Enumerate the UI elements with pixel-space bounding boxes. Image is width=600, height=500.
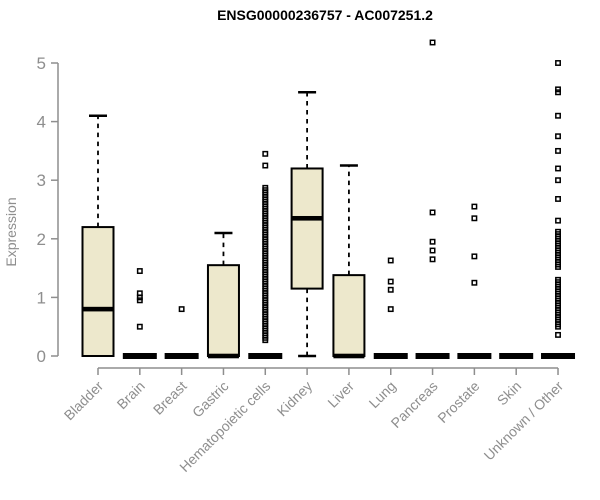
outlier-point — [555, 147, 561, 154]
x-category-label: Skin — [494, 378, 525, 409]
outlier-point — [555, 263, 561, 270]
y-tick-label: 2 — [37, 230, 46, 249]
outlier-point — [387, 306, 394, 313]
y-axis-title: Expression — [3, 197, 19, 266]
outlier-point — [555, 89, 561, 96]
outlier-point — [555, 133, 561, 140]
box-group-kidney — [290, 91, 324, 358]
outlier-point — [387, 257, 394, 264]
x-category-label: Unknown / Other — [481, 378, 567, 464]
box — [332, 274, 366, 357]
outlier-point — [136, 297, 143, 304]
outlier-point — [471, 253, 478, 260]
box-group-hematopoietic-cells — [248, 150, 283, 359]
box-group-liver — [332, 164, 366, 359]
outlier-point — [555, 112, 561, 119]
outlier-point — [429, 247, 436, 254]
collapsed-box — [122, 353, 157, 359]
outlier-point — [555, 60, 561, 66]
y-tick-label: 4 — [37, 113, 46, 132]
collapsed-box — [499, 353, 534, 359]
outlier-point — [471, 279, 478, 286]
outlier-point — [555, 217, 561, 224]
box-group-brain — [122, 268, 157, 359]
y-tick-label: 3 — [37, 171, 46, 190]
outlier-point — [555, 165, 561, 172]
box — [81, 226, 115, 357]
box-group-gastric — [206, 231, 240, 359]
x-category-label: Prostate — [434, 378, 482, 426]
box-group-skin — [499, 353, 534, 359]
x-category-label: Lung — [366, 378, 399, 411]
chart-title: ENSG00000236757 - AC007251.2 — [217, 7, 433, 23]
outlier-point — [555, 196, 561, 202]
outlier-point — [555, 177, 561, 184]
median-line — [207, 353, 239, 359]
collapsed-box — [164, 353, 199, 359]
box-group-unknown-other — [541, 60, 576, 359]
outlier-point — [387, 286, 394, 293]
x-category-label: Kidney — [274, 378, 316, 420]
collapsed-box — [373, 353, 408, 359]
collapsed-box — [457, 353, 492, 359]
box — [206, 264, 240, 358]
y-tick-label: 1 — [37, 288, 46, 307]
outlier-point — [555, 323, 561, 330]
outlier-point — [471, 215, 478, 222]
outlier-point — [136, 323, 143, 330]
x-category-label: Brain — [114, 378, 148, 412]
outlier-point — [136, 268, 143, 274]
y-tick-label: 0 — [37, 347, 46, 366]
outlier-point — [178, 306, 185, 313]
outlier-point — [429, 209, 436, 216]
outlier-point — [429, 238, 436, 245]
outlier-point — [262, 162, 269, 169]
box-group-prostate — [457, 203, 492, 359]
box-group-bladder — [81, 114, 115, 357]
median-line — [291, 215, 323, 221]
box-group-pancreas — [415, 39, 450, 359]
box-group-lung — [373, 257, 408, 359]
box-group-breast — [164, 306, 199, 359]
outlier-point — [429, 256, 436, 263]
outlier-point — [471, 203, 478, 210]
y-tick-label: 5 — [37, 54, 46, 73]
outlier-point — [555, 331, 561, 338]
outlier-point — [387, 278, 394, 285]
median-line — [333, 353, 365, 359]
outlier-point — [262, 150, 269, 157]
outlier-point — [429, 39, 436, 46]
box — [290, 167, 324, 290]
median-line — [82, 306, 114, 312]
collapsed-box — [248, 353, 283, 359]
x-category-label: Bladder — [61, 378, 107, 424]
collapsed-box — [541, 353, 576, 359]
x-category-label: Breast — [150, 378, 190, 418]
collapsed-box — [415, 353, 450, 359]
outlier-point — [262, 337, 269, 344]
x-category-label: Liver — [324, 378, 357, 411]
